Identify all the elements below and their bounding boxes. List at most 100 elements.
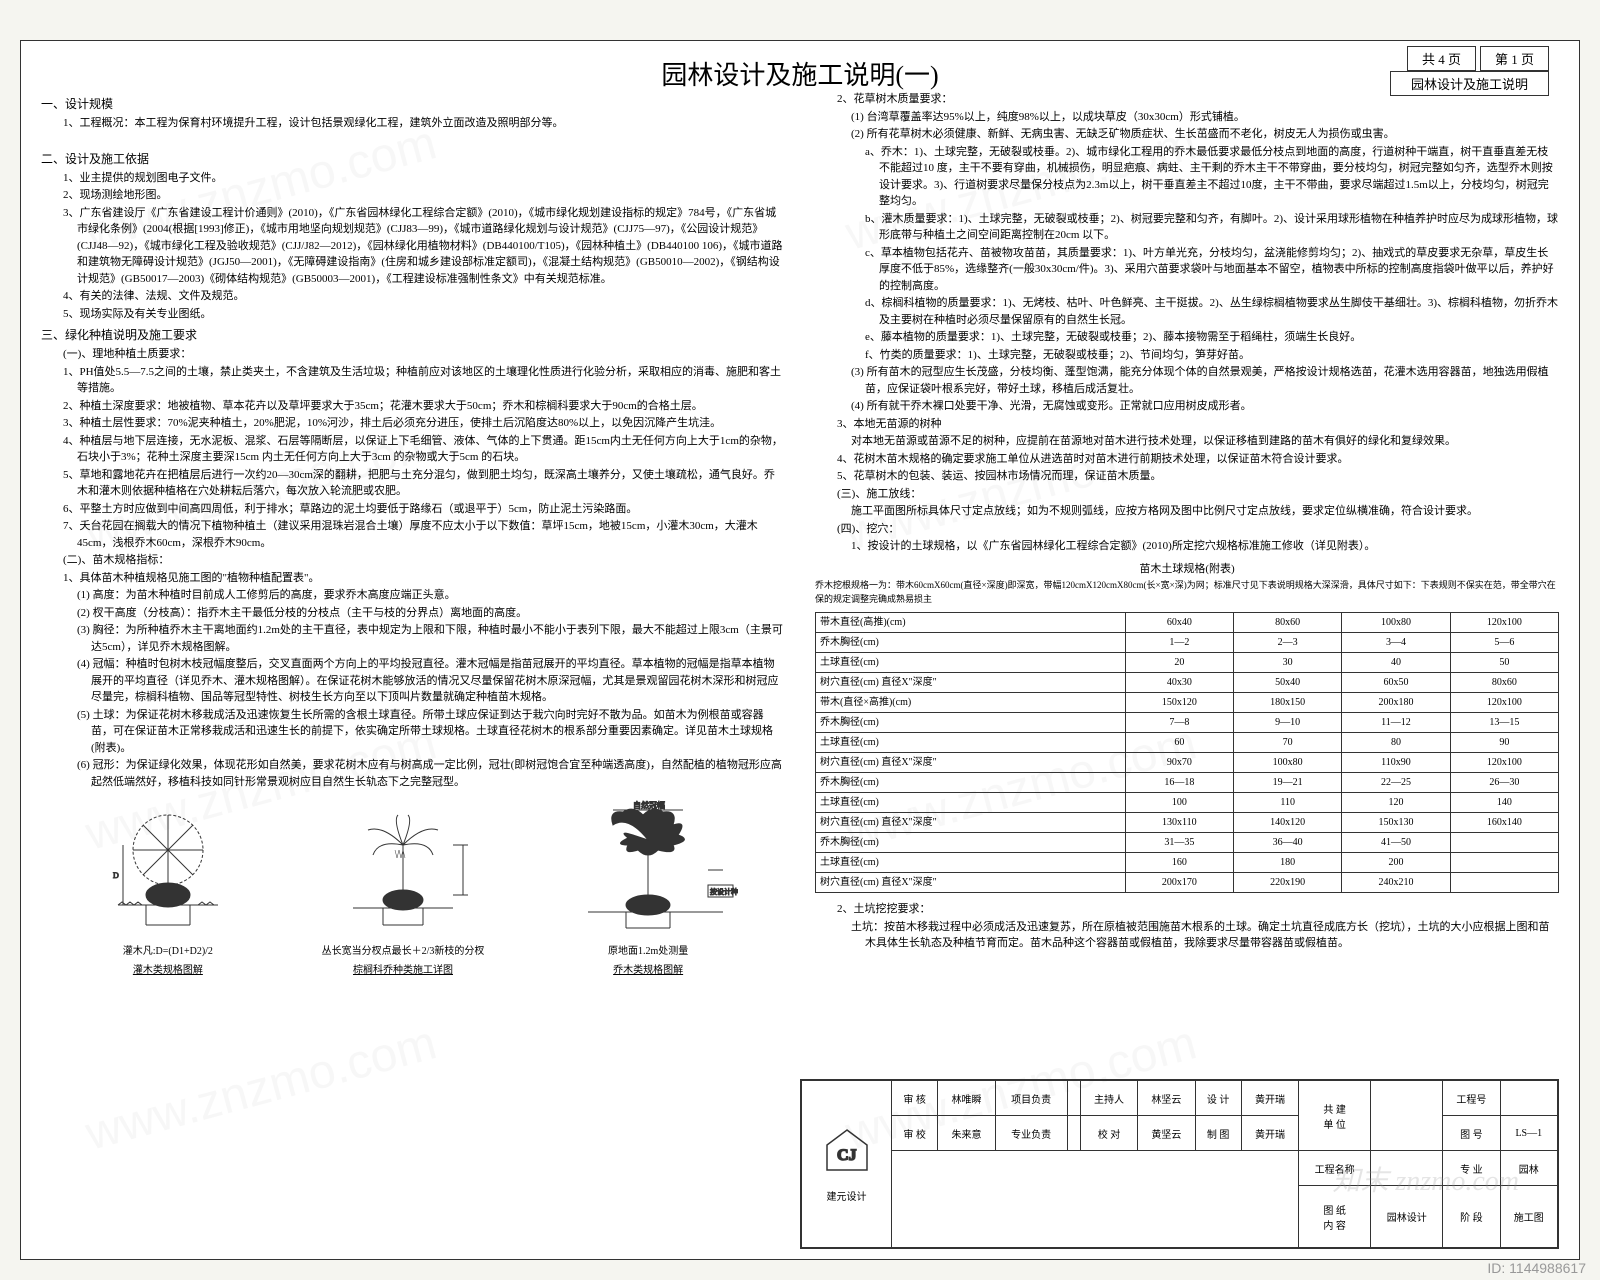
para: 7、夭台花园在搁载大的情况下植物种植土（建议采用混珠岩混合土壤）厚度不应太小于以… [63, 518, 785, 551]
page-current: 第 1 页 [1480, 46, 1549, 71]
table-cell: 100x80 [1233, 753, 1341, 773]
table-cell: 200x180 [1342, 693, 1450, 713]
para: 3、种植土层性要求：70%泥夹种植土，20%肥泥，10%河沙，排土后必须充分进压… [63, 415, 785, 432]
section-2-heading: 二、设计及施工依据 [41, 150, 785, 168]
para: 5、草地和露地花卉在把植层后进行一次约20—30cm深的翻耕，把肥与土充分混匀，… [63, 467, 785, 500]
brand-watermark: 知末 znzmo.com [1332, 1159, 1519, 1199]
para: 4、种植层与地下层连接，无水泥板、混浆、石层等隔断层，以保证上下毛细管、液体、气… [63, 433, 785, 466]
para: (1) 高度：为苗木种植时目前成人工修剪后的高度，要求乔木高度应端正头意。 [77, 587, 785, 604]
table-cell: 30 [1233, 653, 1341, 673]
diagram-label: 原地面1.2m处测量 [558, 944, 738, 959]
table-cell: 乔木胸径(cm) [816, 833, 1126, 853]
table-cell: 带木直径(高推)(cm) [816, 613, 1126, 633]
table-cell: 130x110 [1125, 813, 1233, 833]
table-cell: 树穴直径(cm) 直径X"深度" [816, 753, 1126, 773]
table-cell: 120 [1342, 793, 1450, 813]
drawing-sheet: www.znzmo.com www.znzmo.com www.znzmo.co… [20, 40, 1580, 1260]
section-3-heading: 三、绿化种植说明及施工要求 [41, 326, 785, 344]
tb-value: 黄坚云 [1138, 1116, 1195, 1151]
tb-label: 校 对 [1080, 1116, 1137, 1151]
table-cell: 5—6 [1450, 633, 1558, 653]
tb-value: 朱来意 [938, 1116, 995, 1151]
table-cell: 带木(直径×高推)(cm) [816, 693, 1126, 713]
para: 施工平面图所标具体尺寸定点放线；如为不规则弧线，应按方格网及图中比例尺寸定点放线… [851, 503, 1559, 520]
table-cell: 22—25 [1342, 773, 1450, 793]
svg-text:自然冠幅: 自然冠幅 [633, 800, 665, 810]
tb-label: 设 计 [1195, 1081, 1241, 1116]
tb-label: 项目负责 [995, 1081, 1067, 1116]
para: (2) 杈干高度（分枝高）：指乔木主干最低分枝的分枝点（主干与枝的分界点）离地面… [77, 605, 785, 622]
para: 5、花草树木的包装、装运、按园林市场情况而理，保证苗木质量。 [837, 468, 1559, 485]
table-cell: 70 [1233, 733, 1341, 753]
table-cell: 9—10 [1233, 713, 1341, 733]
table-cell: 200x170 [1125, 873, 1233, 893]
table-cell: 220x190 [1233, 873, 1341, 893]
table-title: 苗木土球规格(附表) [815, 561, 1559, 578]
section-1-heading: 一、设计规模 [41, 95, 785, 113]
table-cell: 3—4 [1342, 633, 1450, 653]
table-cell: 乔木胸径(cm) [816, 773, 1126, 793]
tb-label: 共 建 单 位 [1299, 1081, 1371, 1151]
tb-label: 专业负责 [995, 1116, 1067, 1151]
table-cell: 36—40 [1233, 833, 1341, 853]
tb-label: 审 校 [892, 1116, 938, 1151]
para: (3) 胸径：为所种植乔木主干离地面约1.2m处的主干直径，表中规定为上限和下限… [77, 622, 785, 655]
table-cell: 树穴直径(cm) 直径X"深度" [816, 673, 1126, 693]
table-cell: 100 [1125, 793, 1233, 813]
table-cell: 80 [1342, 733, 1450, 753]
tb-value: LS—1 [1500, 1116, 1557, 1151]
table-cell: 树穴直径(cm) 直径X"深度" [816, 873, 1126, 893]
page-tabs: 共 4 页 第 1 页 [1407, 46, 1549, 71]
table-cell: 90x70 [1125, 753, 1233, 773]
table-cell [1450, 873, 1558, 893]
para: 3、本地无苗源的树种 [837, 416, 1559, 433]
table-note: 乔木挖根规格一为：带木60cmX60cm(直径×深度)即深宽，带幅120cmX1… [815, 579, 1559, 606]
table-cell: 50x40 [1233, 673, 1341, 693]
table-cell: 80x60 [1233, 613, 1341, 633]
diagram-label: 丛长宽当分杈点最长＋2/3新枝的分杈 [322, 944, 485, 959]
table-cell: 50 [1450, 653, 1558, 673]
tb-label: 工程号 [1443, 1081, 1500, 1116]
diagram-caption: 乔木类规格图解 [558, 963, 738, 978]
para: 2、花草树木质量要求： [837, 91, 1559, 108]
tree-icon: 自然冠幅 按设计种植标高 [558, 800, 738, 940]
para: 2、种植土深度要求：地被植物、草本花卉以及草坪要求大于35cm；花灌木要求大于5… [63, 398, 785, 415]
para: (5) 土球：为保证花树木移栽成活及迅速恢复生长所需的含根土球直径。所带土球应保… [77, 707, 785, 757]
diagram-row: D 灌木凡:D=(D1+D2)/2 灌木类规格图解 [41, 800, 785, 978]
table-cell: 19—21 [1233, 773, 1341, 793]
table-cell: 31—35 [1125, 833, 1233, 853]
diagram-palm: 丛长宽当分杈点最长＋2/3新枝的分杈 棕榈科乔种类施工详图 [322, 800, 485, 978]
para: d、棕榈科植物的质量要求：1)、无烤枝、枯叶、叶色鲜亮、主干挺拔。2)、丛生绿棕… [865, 295, 1559, 328]
tb-value [1067, 1116, 1080, 1151]
table-cell: 140x120 [1233, 813, 1341, 833]
table-cell: 7—8 [1125, 713, 1233, 733]
tb-value [1500, 1081, 1557, 1116]
table-cell: 1—2 [1125, 633, 1233, 653]
para: 6、平整土方时应做到中间高四周低，利于排水；草路边的泥土均要低于路缘石（或退平于… [63, 501, 785, 518]
table-cell [1450, 833, 1558, 853]
table-cell: 160x140 [1450, 813, 1558, 833]
tb-value [1067, 1081, 1080, 1116]
table-cell: 土球直径(cm) [816, 733, 1126, 753]
tb-label: 审 核 [892, 1081, 938, 1116]
para: (4) 所有就干乔木裸口处要干净、光滑，无腐蚀或变形。正常就口应用树皮成形者。 [851, 398, 1559, 415]
table-cell: 16—18 [1125, 773, 1233, 793]
para: 2、土坑挖挖要求： [837, 901, 1559, 918]
para: 1、工程概况：本工程为保育村环境提升工程，设计包括景观绿化工程，建筑外立面改造及… [63, 115, 785, 132]
table-cell: 200 [1342, 853, 1450, 873]
table-cell: 240x210 [1342, 873, 1450, 893]
para: 2、现场测绘地形图。 [63, 187, 785, 204]
table-cell: 2—3 [1233, 633, 1341, 653]
table-cell: 13—15 [1450, 713, 1558, 733]
tb-label: 制 图 [1195, 1116, 1241, 1151]
sheet-title: 园林设计及施工说明(一) [661, 55, 938, 92]
para: (1) 台湾草覆盖率达95%以上，纯度98%以上，以成块草皮（30x30cm）形… [851, 109, 1559, 126]
para: 1、业主提供的规划图电子文件。 [63, 170, 785, 187]
table-cell: 150x130 [1342, 813, 1450, 833]
table-cell: 26—30 [1450, 773, 1558, 793]
table-cell: 150x120 [1125, 693, 1233, 713]
table-cell: 120x100 [1450, 613, 1558, 633]
pages-total: 共 4 页 [1407, 46, 1476, 71]
diagram-caption: 灌木类规格图解 [88, 963, 248, 978]
svg-text:CJ: CJ [837, 1147, 857, 1164]
